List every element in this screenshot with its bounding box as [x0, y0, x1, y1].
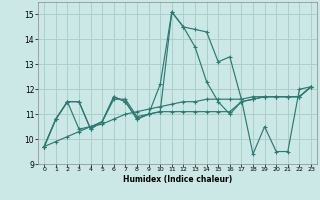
X-axis label: Humidex (Indice chaleur): Humidex (Indice chaleur): [123, 175, 232, 184]
